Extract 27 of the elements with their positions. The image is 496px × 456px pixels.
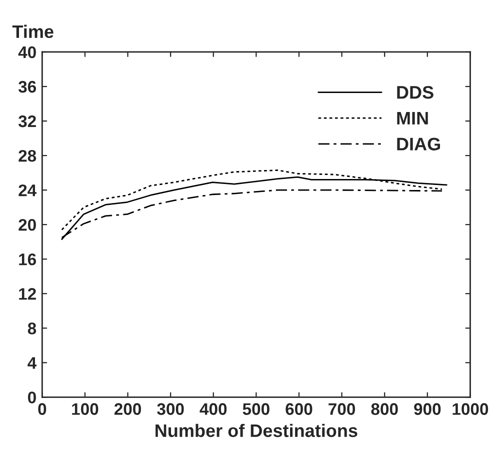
x-tick-label: 100 [72, 403, 98, 415]
x-tick-label: 300 [157, 403, 184, 415]
y-tick-label: 8 [28, 322, 36, 334]
legend-label: DDS [397, 86, 434, 99]
y-tick-label: 16 [19, 254, 36, 266]
y-tick-label: 12 [19, 288, 36, 300]
legend-label: DIAG [397, 138, 440, 150]
y-tick-label: 32 [18, 115, 36, 128]
legend-label: MIN [397, 112, 428, 124]
x-tick-label: 700 [328, 403, 356, 415]
x-tick-label: 0 [38, 403, 46, 415]
y-axis-title: Time [12, 24, 54, 38]
y-tick-label: 40 [18, 46, 36, 58]
x-tick-label: 400 [200, 403, 227, 415]
y-tick-label: 0 [28, 392, 36, 404]
y-tick-label: 36 [18, 80, 36, 93]
x-tick-label: 1000 [452, 403, 488, 415]
x-tick-label: 200 [114, 403, 141, 415]
y-tick-label: 20 [18, 218, 36, 231]
x-tick-label: 900 [414, 403, 441, 415]
x-axis-title: Number of Destinations [156, 424, 358, 438]
x-tick-label: 500 [242, 403, 270, 415]
y-tick-label: 28 [18, 150, 36, 162]
x-tick-label: 600 [286, 403, 312, 415]
x-tick-label: 800 [371, 403, 398, 415]
y-tick-label: 4 [28, 357, 37, 369]
y-tick-label: 24 [18, 184, 37, 196]
